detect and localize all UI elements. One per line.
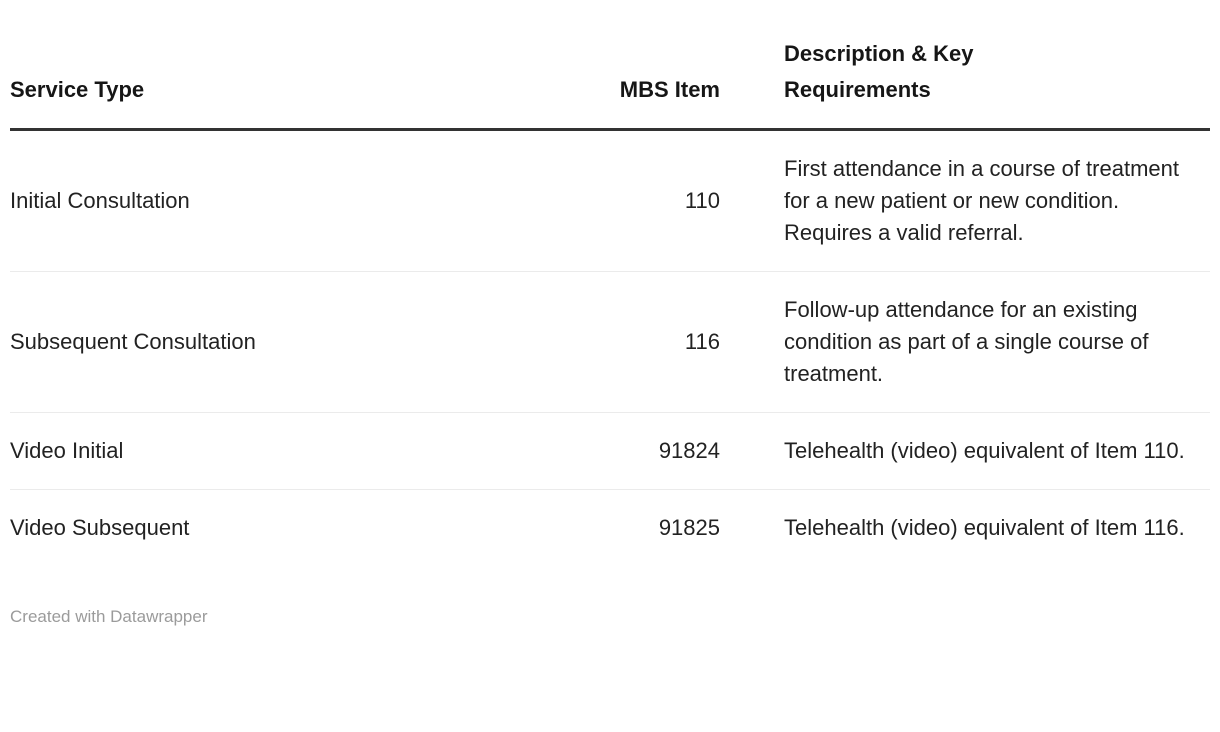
cell-mbs-item: 116 [475, 271, 720, 413]
table-header: Service Type MBS Item Description & Key … [10, 0, 1210, 131]
cell-mbs-item: 91825 [475, 489, 720, 566]
cell-description: Telehealth (video) equivalent of Item 11… [720, 412, 1210, 490]
cell-service-type: Subsequent Consultation [10, 271, 475, 413]
table-row: Video Subsequent 91825 Telehealth (video… [10, 489, 1210, 566]
cell-mbs-item: 91824 [475, 412, 720, 490]
cell-description: Telehealth (video) equivalent of Item 11… [720, 489, 1210, 566]
column-header-description: Description & Key Requirements [720, 0, 1210, 131]
cell-description: First attendance in a course of treatmen… [784, 156, 1179, 245]
table-row: Subsequent Consultation 116 Follow-up at… [10, 271, 1210, 413]
column-header-description-label: Description & Key Requirements [784, 41, 974, 102]
cell-service-type: Video Subsequent [10, 489, 475, 566]
table-body: Initial Consultation 110 First attendanc… [10, 130, 1210, 566]
table-row: Initial Consultation 110 First attendanc… [10, 130, 1210, 272]
mbs-items-table: Service Type MBS Item Description & Key … [10, 0, 1210, 566]
table-row: Video Initial 91824 Telehealth (video) e… [10, 412, 1210, 490]
table-footer: Created with Datawrapper [10, 606, 1210, 628]
datawrapper-attribution-link[interactable]: Created with Datawrapper [10, 607, 208, 626]
column-header-mbs-item: MBS Item [475, 0, 720, 131]
cell-mbs-item: 110 [684, 188, 720, 213]
cell-description: Follow-up attendance for an existing con… [720, 271, 1210, 413]
cell-service-type: Initial Consultation [10, 188, 190, 213]
header-row: Service Type MBS Item Description & Key … [10, 0, 1210, 131]
cell-service-type: Video Initial [10, 412, 475, 490]
column-header-service-type: Service Type [10, 0, 475, 131]
